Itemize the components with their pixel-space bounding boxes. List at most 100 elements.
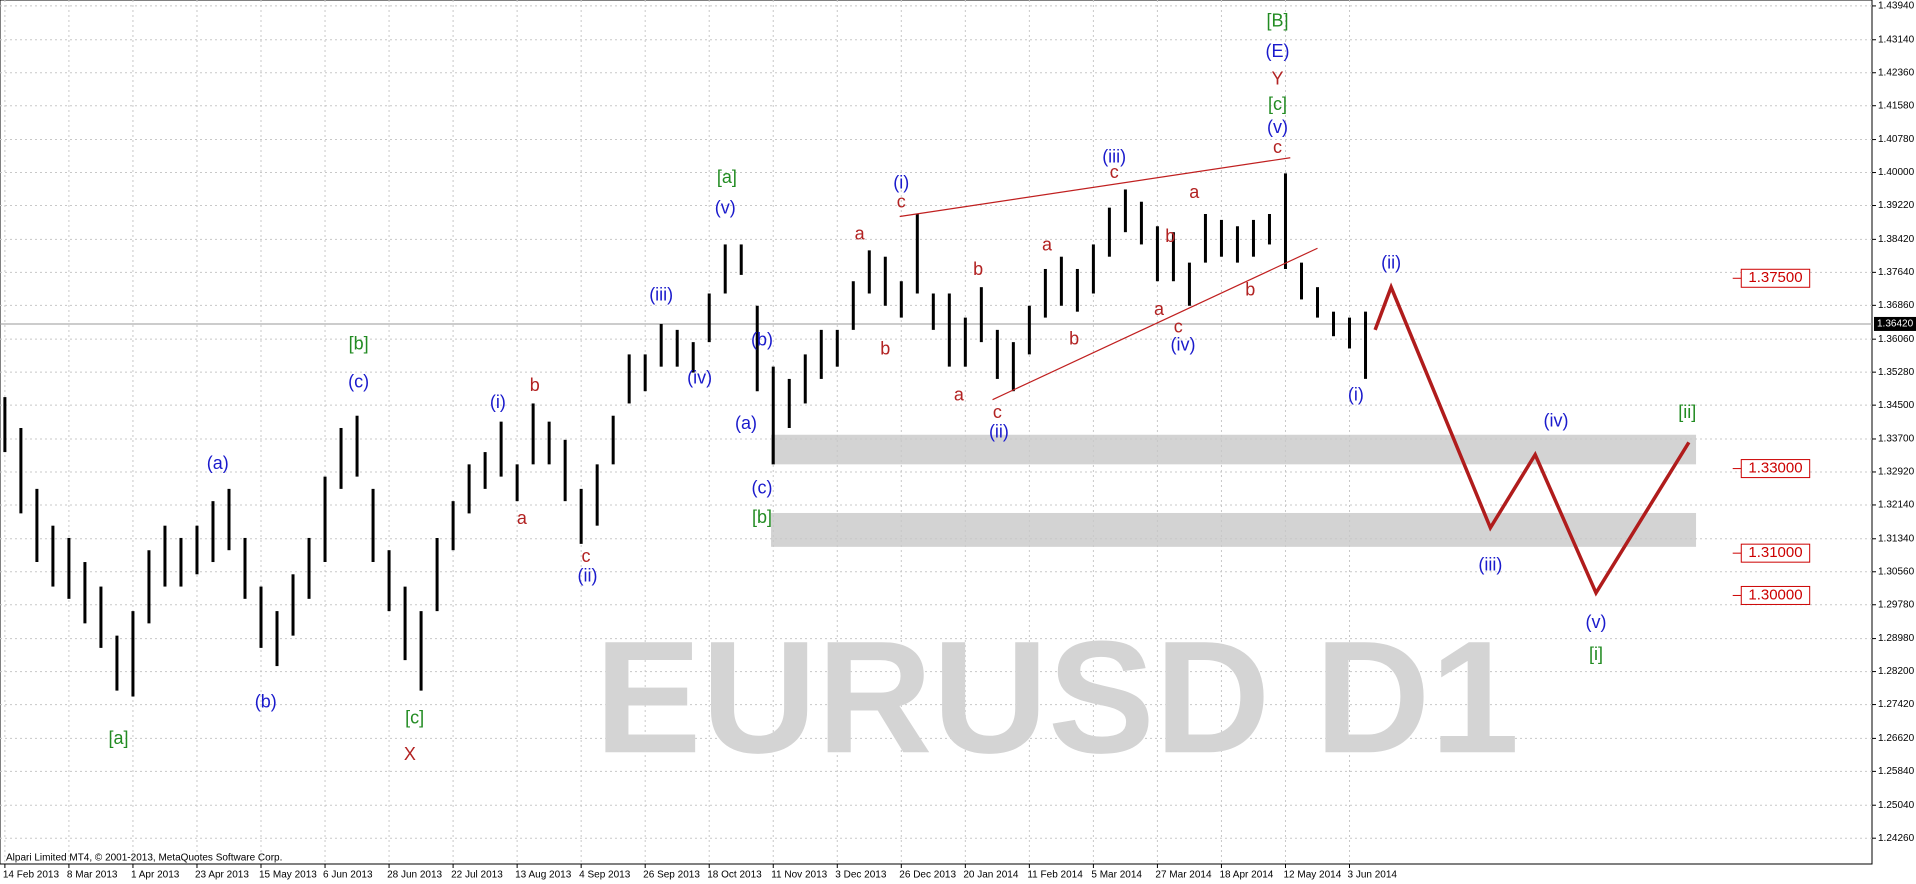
y-tick-label: 1.30560 [1878,566,1915,577]
wave-label: (a) [207,453,229,473]
wave-label: (a) [735,413,757,433]
x-tick-label: 8 Mar 2013 [67,870,118,881]
x-tick-label: 27 Mar 2014 [1155,870,1212,881]
level-label: 1.31000 [1748,544,1802,561]
wave-label: b [1069,328,1079,348]
wave-label: (v) [1586,612,1607,632]
x-tick-label: 11 Nov 2013 [771,870,827,881]
wave-label: (b) [255,692,277,712]
y-tick-label: 1.41580 [1878,100,1915,111]
y-tick-label: 1.32140 [1878,500,1915,511]
x-tick-label: 22 Jul 2013 [451,870,503,881]
y-tick-label: 1.24260 [1878,833,1915,844]
x-tick-label: 3 Dec 2013 [835,870,887,881]
y-tick-label: 1.28200 [1878,666,1915,677]
y-tick-label: 1.28980 [1878,633,1915,644]
y-tick-label: 1.29780 [1878,599,1915,610]
wave-label: c [1174,317,1183,337]
wave-label: [B] [1266,11,1288,31]
projection-line [1373,282,1691,597]
wave-label: a [1042,234,1053,254]
x-tick-label: 3 Jun 2014 [1348,870,1398,881]
watermark: EURUSD D1 [595,607,1520,786]
wave-label: X [404,744,416,764]
level-box [1740,459,1811,479]
x-tick-label: 26 Sep 2013 [643,870,700,881]
wave-label: [c] [405,707,424,727]
zone [771,512,1697,547]
trendline [992,247,1318,401]
wave-label: c [581,546,590,566]
wave-label: [c] [1268,94,1287,114]
wave-label: a [954,385,965,405]
wave-label: c [1273,137,1282,157]
wave-label: a [1154,299,1165,319]
x-tick-label: 26 Dec 2013 [899,870,956,881]
wave-label: [ii] [1678,402,1696,422]
wave-label: (v) [1267,117,1288,137]
wave-label: [i] [1589,644,1603,664]
wave-label: b [1245,280,1255,300]
x-tick-label: 18 Oct 2013 [707,870,762,881]
y-tick-label: 1.36860 [1878,300,1915,311]
y-tick-label: 1.37640 [1878,267,1915,278]
y-tick-label: 1.32920 [1878,467,1915,478]
level-box [1740,585,1811,605]
wave-label: b [973,259,983,279]
x-tick-label: 12 May 2014 [1283,870,1341,881]
wave-label: a [517,508,528,528]
wave-label: Y [1271,68,1283,88]
wave-label: (ii) [1381,253,1401,273]
wave-label: [a] [109,728,129,748]
y-tick-label: 1.43940 [1878,1,1915,12]
copyright: Alpari Limited MT4, © 2001-2013, MetaQuo… [6,853,282,864]
wave-label: (i) [490,392,506,412]
x-tick-label: 1 Apr 2013 [131,870,180,881]
wave-label: (b) [751,330,773,350]
level-label: 1.30000 [1748,586,1802,603]
wave-label: [a] [717,167,737,187]
x-tick-label: 13 Aug 2013 [515,870,572,881]
wave-label: (i) [893,172,909,192]
level-label: 1.37500 [1748,269,1802,286]
y-tick-label: 1.40780 [1878,134,1915,145]
x-tick-label: 20 Jan 2014 [963,870,1018,881]
wave-label: b [1165,226,1175,246]
level-box [1740,268,1811,288]
y-tick-label: 1.25040 [1878,800,1915,811]
zone [771,434,1697,465]
wave-label: b [880,338,890,358]
level-label: 1.33000 [1748,460,1802,477]
wave-label: (v) [715,198,736,218]
wave-label: (c) [752,478,773,498]
level-box [1740,543,1811,563]
x-tick-label: 11 Feb 2014 [1027,870,1083,881]
x-tick-label: 23 Apr 2013 [195,870,249,881]
y-tick-label: 1.39220 [1878,200,1915,211]
wave-label: (iii) [1478,555,1502,575]
trendline [899,157,1291,218]
x-tick-label: 28 Jun 2013 [387,870,442,881]
y-tick-label: 1.38420 [1878,234,1915,245]
x-tick-label: 15 May 2013 [259,870,317,881]
y-tick-label: 1.36060 [1878,334,1915,345]
y-tick-label: 1.35280 [1878,367,1915,378]
y-tick-label: 1.25840 [1878,766,1915,777]
wave-label: b [530,375,540,395]
wave-label: (iv) [1544,410,1569,430]
wave-label: c [897,192,906,212]
x-tick-label: 4 Sep 2013 [579,870,631,881]
current-price-box [1874,316,1916,331]
x-tick-label: 18 Apr 2014 [1219,870,1273,881]
wave-label: (iii) [649,284,673,304]
x-tick-label: 5 Mar 2014 [1091,870,1142,881]
y-tick-label: 1.42360 [1878,67,1915,78]
y-tick-label: 1.43140 [1878,34,1915,45]
x-tick-label: 14 Feb 2013 [3,870,60,881]
wave-label: [b] [752,507,772,527]
wave-label: (i) [1348,385,1364,405]
wave-label: (c) [348,371,369,391]
wave-label: [b] [349,333,369,353]
plot-area [0,0,1873,865]
